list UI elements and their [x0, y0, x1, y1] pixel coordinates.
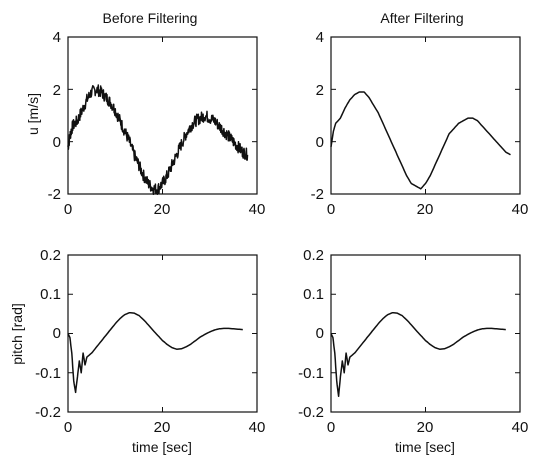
series-line [330, 311, 506, 398]
y-tick-label: 0.1 [303, 286, 324, 303]
y-tick-label: 0.2 [303, 247, 324, 264]
y-tick-label: 0 [316, 325, 324, 342]
y-tick-label: -0.2 [35, 404, 61, 421]
y-tick-label: 0 [53, 325, 61, 342]
x-tick-label: 20 [154, 201, 171, 218]
y-tick-label: 0 [316, 134, 324, 151]
x-tick-label: 40 [512, 419, 529, 436]
x-tick-label: 20 [417, 201, 434, 218]
plot-before-filtering-u: Before Filtering u [m/s] 4 2 0 -2 0 20 4… [25, 10, 265, 218]
y-tick-label: -0.1 [298, 365, 324, 382]
x-tick-label: 0 [327, 201, 335, 218]
plot-frame [67, 254, 258, 413]
x-tick-label: 40 [512, 201, 529, 218]
y-tick-label: 2 [53, 82, 61, 99]
x-axis-label: time [sec] [395, 439, 455, 455]
x-tick-label: 20 [154, 419, 171, 436]
y-tick-label: -0.1 [35, 365, 61, 382]
y-tick-label: -0.2 [298, 404, 324, 421]
plot-before-filtering-pitch: pitch [rad] 0.2 0.1 0 -0.1 -0.2 0 20 40 … [9, 247, 265, 455]
y-tick-label: 0.2 [40, 247, 61, 264]
plot-after-filtering-u: After Filtering 4 2 0 -2 0 20 40 [311, 10, 529, 218]
x-tick-label: 0 [64, 201, 72, 218]
series-line [67, 311, 243, 394]
x-tick-label: 0 [327, 419, 335, 436]
y-tick-label: 2 [316, 82, 324, 99]
series-line [67, 84, 249, 196]
y-tick-label: -2 [311, 186, 324, 203]
x-tick-label: 0 [64, 419, 72, 436]
x-axis-label: time [sec] [132, 439, 192, 455]
y-tick-label: 0.1 [40, 286, 61, 303]
plot-after-filtering-pitch: 0.2 0.1 0 -0.1 -0.2 0 20 40 time [sec] [298, 247, 528, 455]
plot-title: Before Filtering [103, 10, 198, 26]
plot-frame [330, 254, 521, 413]
y-axis-label: pitch [rad] [9, 303, 25, 364]
plot-frame [330, 36, 521, 195]
y-axis-label: u [m/s] [25, 93, 41, 135]
plot-frame [67, 36, 258, 195]
y-tick-label: -2 [48, 186, 61, 203]
y-tick-label: 4 [53, 29, 61, 46]
x-tick-label: 40 [249, 419, 266, 436]
x-tick-label: 20 [417, 419, 434, 436]
y-tick-label: 0 [53, 134, 61, 151]
y-tick-label: 4 [316, 29, 324, 46]
series-line [330, 91, 511, 190]
x-tick-label: 40 [249, 201, 266, 218]
plot-title: After Filtering [380, 10, 463, 26]
